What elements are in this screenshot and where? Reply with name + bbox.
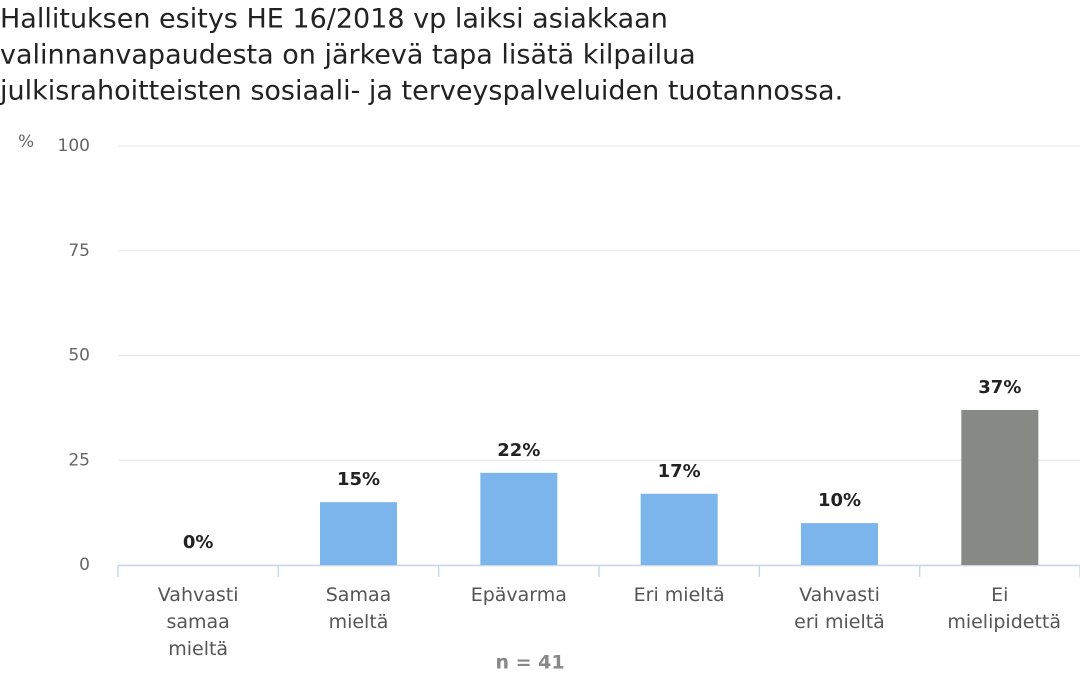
data-label: 0%	[183, 532, 214, 553]
y-axis-label: %	[18, 132, 34, 152]
chart-title: valinnanvapaudesta on järkevä tapa lisät…	[0, 40, 696, 71]
data-label: 10%	[818, 490, 861, 511]
chart-title: Hallituksen esitys HE 16/2018 vp laiksi …	[0, 4, 668, 35]
y-tick-label: 0	[79, 555, 90, 575]
y-tick-label: 50	[68, 346, 90, 366]
x-tick-label: Vahvasti eri mieltä	[794, 584, 885, 633]
bar	[480, 472, 558, 565]
y-tick-label: 75	[68, 241, 90, 261]
y-tick-label: 100	[58, 136, 90, 156]
bar	[640, 493, 718, 565]
data-label: 22%	[497, 440, 540, 461]
x-tick-label: Vahvasti samaa mieltä	[157, 584, 239, 660]
data-label: 17%	[658, 461, 701, 482]
y-tick-label: 25	[68, 450, 90, 470]
chart-title: julkisrahoitteisten sosiaali- ja terveys…	[0, 76, 843, 107]
bar	[801, 523, 878, 565]
x-tick-label: Eri mieltä	[633, 584, 725, 606]
data-label: 37%	[978, 377, 1021, 398]
annotation: n = 41	[495, 652, 564, 674]
data-label: 15%	[337, 469, 380, 490]
x-tick-label: Epävarma	[470, 584, 567, 606]
bar	[320, 502, 397, 565]
x-tick-label: Samaa mieltä	[325, 584, 392, 633]
x-tick-label: Ei mielipidettä	[947, 584, 1061, 633]
bar	[961, 409, 1039, 565]
